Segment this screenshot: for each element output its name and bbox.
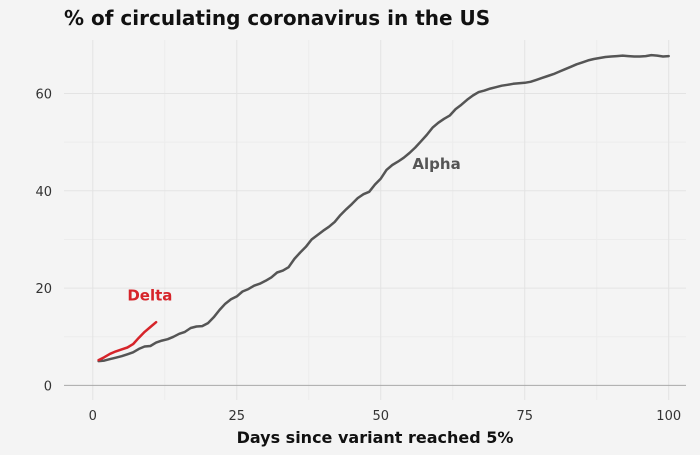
y-tick-label: 0 <box>44 379 52 394</box>
alpha-series-label: Alpha <box>412 155 460 173</box>
series-lines <box>97 53 670 363</box>
y-tick-label: 40 <box>35 185 52 200</box>
tick-labels: 0 25 50 75 100 0 20 40 60 <box>35 88 681 424</box>
x-tick-label: 0 <box>89 409 97 424</box>
grid-lines <box>64 40 686 400</box>
y-tick-label: 60 <box>35 88 52 103</box>
x-axis-title: Days since variant reached 5% <box>237 428 514 447</box>
x-tick-label: 100 <box>656 409 681 424</box>
chart-title: % of circulating coronavirus in the US <box>64 6 491 30</box>
alpha-series-line <box>97 53 670 363</box>
series-labels: Alpha Delta <box>127 155 460 304</box>
y-tick-label: 20 <box>35 282 52 297</box>
delta-series-line <box>97 320 158 362</box>
x-tick-label: 25 <box>229 409 246 424</box>
x-tick-label: 50 <box>372 409 389 424</box>
delta-series-label: Delta <box>127 286 172 304</box>
x-tick-label: 75 <box>516 409 533 424</box>
